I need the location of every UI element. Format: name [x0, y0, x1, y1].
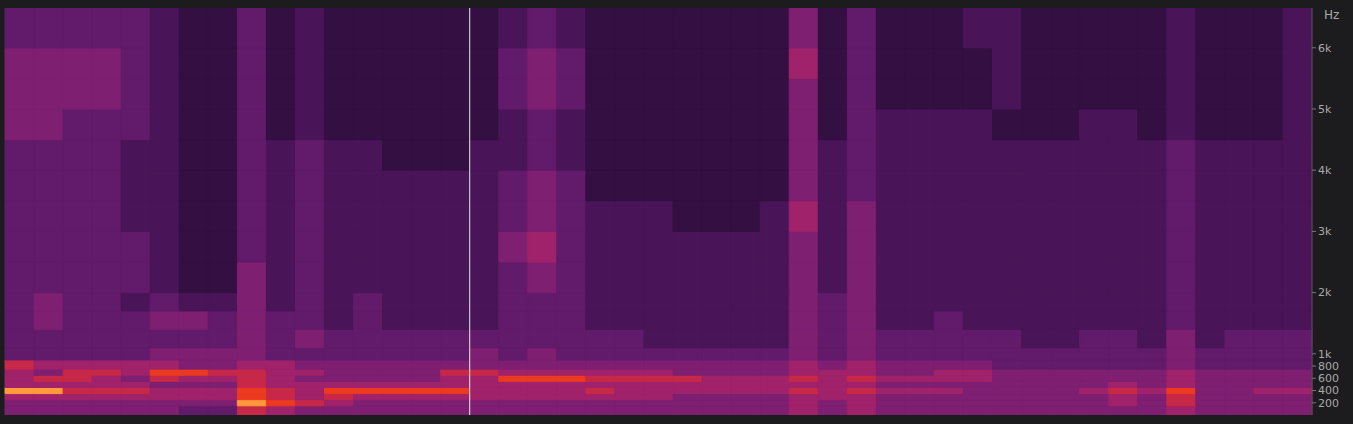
svg-text:800: 800 — [1318, 360, 1339, 373]
svg-text:600: 600 — [1318, 372, 1339, 385]
html-text:Hz: Hz — [1324, 8, 1340, 22]
svg-text:4k: 4k — [1318, 164, 1332, 177]
svg-text:2k: 2k — [1318, 286, 1332, 299]
svg-text:200: 200 — [1318, 397, 1339, 410]
svg-text:400: 400 — [1318, 384, 1339, 397]
svg-text:6k: 6k — [1318, 42, 1332, 55]
svg-text:5k: 5k — [1318, 103, 1332, 116]
svg-text:1k: 1k — [1318, 348, 1332, 361]
svg-text:3k: 3k — [1318, 225, 1332, 238]
